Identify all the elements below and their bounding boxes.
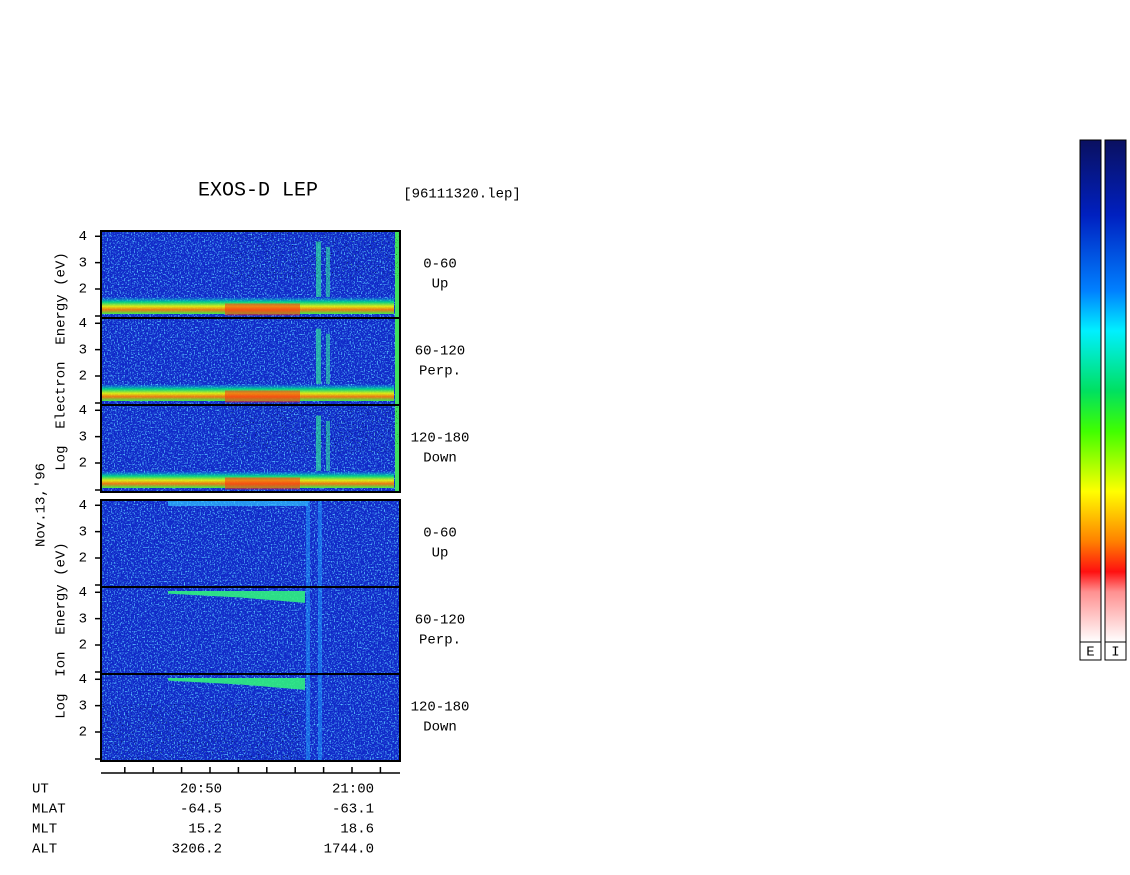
- dropouts: [101, 704, 301, 761]
- colorbar-label: E: [1086, 645, 1094, 661]
- electron-spike: [326, 333, 330, 384]
- colorbar-label: I: [1111, 645, 1119, 661]
- ion-spike: [318, 587, 322, 674]
- y-tick-label: 2: [79, 456, 87, 472]
- y-axis-label: Log Ion Energy (eV): [54, 542, 70, 718]
- direction: Down: [423, 451, 457, 467]
- ion-spike: [318, 674, 322, 761]
- edge-strip: [395, 318, 399, 405]
- y-tick-label: 4: [79, 229, 87, 245]
- y-tick-label: 3: [79, 698, 87, 714]
- direction: Perp.: [419, 364, 461, 380]
- row-value: 3206.2: [172, 842, 222, 858]
- ion-band: [168, 590, 305, 603]
- pitch-angle: 0-60: [423, 526, 457, 542]
- y-tick-label: 2: [79, 282, 87, 298]
- date-label: Nov.13,'96: [34, 463, 50, 547]
- y-tick-label: 3: [79, 342, 87, 358]
- y-tick-label: 4: [79, 403, 87, 419]
- group-frame: [100, 499, 401, 762]
- electron-spike: [316, 328, 321, 384]
- ion-spike: [306, 500, 310, 587]
- electron-hot: [225, 390, 300, 403]
- pitch-angle: 0-60: [423, 257, 457, 273]
- dropouts: [230, 231, 400, 279]
- y-tick-label: 2: [79, 551, 87, 567]
- y-tick-label: 4: [79, 498, 87, 514]
- colorbar: [1104, 139, 1127, 643]
- row-value: 18.6: [340, 822, 374, 838]
- y-tick-label: 2: [79, 638, 87, 654]
- ion-spike: [306, 674, 310, 761]
- direction: Down: [423, 720, 457, 736]
- direction: Up: [432, 546, 449, 562]
- file-name: [96111320.lep]: [403, 187, 521, 203]
- pitch-angle: 60-120: [415, 344, 465, 360]
- row-value: 1744.0: [324, 842, 374, 858]
- y-tick-label: 3: [79, 429, 87, 445]
- electron-hot: [225, 303, 300, 316]
- y-tick-label: 3: [79, 611, 87, 627]
- pitch-angle: 60-120: [415, 613, 465, 629]
- row-value: -63.1: [332, 802, 374, 818]
- y-tick-label: 3: [79, 255, 87, 271]
- y-tick-label: 2: [79, 369, 87, 385]
- row-value: 21:00: [332, 782, 374, 798]
- dropouts: [230, 405, 400, 453]
- ion-spike: [318, 500, 322, 587]
- row-value: 20:50: [180, 782, 222, 798]
- y-tick-label: 4: [79, 672, 87, 688]
- spectrogram-noise: [101, 587, 400, 674]
- row-label: MLAT: [32, 802, 66, 818]
- direction: Perp.: [419, 633, 461, 649]
- group-frame: [100, 230, 401, 493]
- y-tick-label: 4: [79, 585, 87, 601]
- ion-band: [168, 677, 305, 690]
- y-tick-label: 2: [79, 725, 87, 741]
- row-value: -64.5: [180, 802, 222, 818]
- title: EXOS-D LEP: [198, 179, 318, 202]
- y-tick-label: 4: [79, 316, 87, 332]
- ion-spike: [306, 587, 310, 674]
- row-label: UT: [32, 782, 49, 798]
- colorbar-label-box: [1079, 641, 1102, 661]
- pitch-angle: 120-180: [411, 700, 470, 716]
- row-value: 15.2: [188, 822, 222, 838]
- ion-band: [168, 500, 308, 506]
- colorbar-label-box: [1104, 641, 1127, 661]
- direction: Up: [432, 277, 449, 293]
- colorbar: [1079, 139, 1102, 643]
- pitch-angle: 120-180: [411, 431, 470, 447]
- electron-hot: [225, 477, 300, 490]
- row-label: MLT: [32, 822, 57, 838]
- y-tick-label: 3: [79, 524, 87, 540]
- spectrogram-noise: [101, 500, 400, 587]
- row-label: ALT: [32, 842, 57, 858]
- y-axis-label: Log Electron Energy (eV): [54, 252, 70, 470]
